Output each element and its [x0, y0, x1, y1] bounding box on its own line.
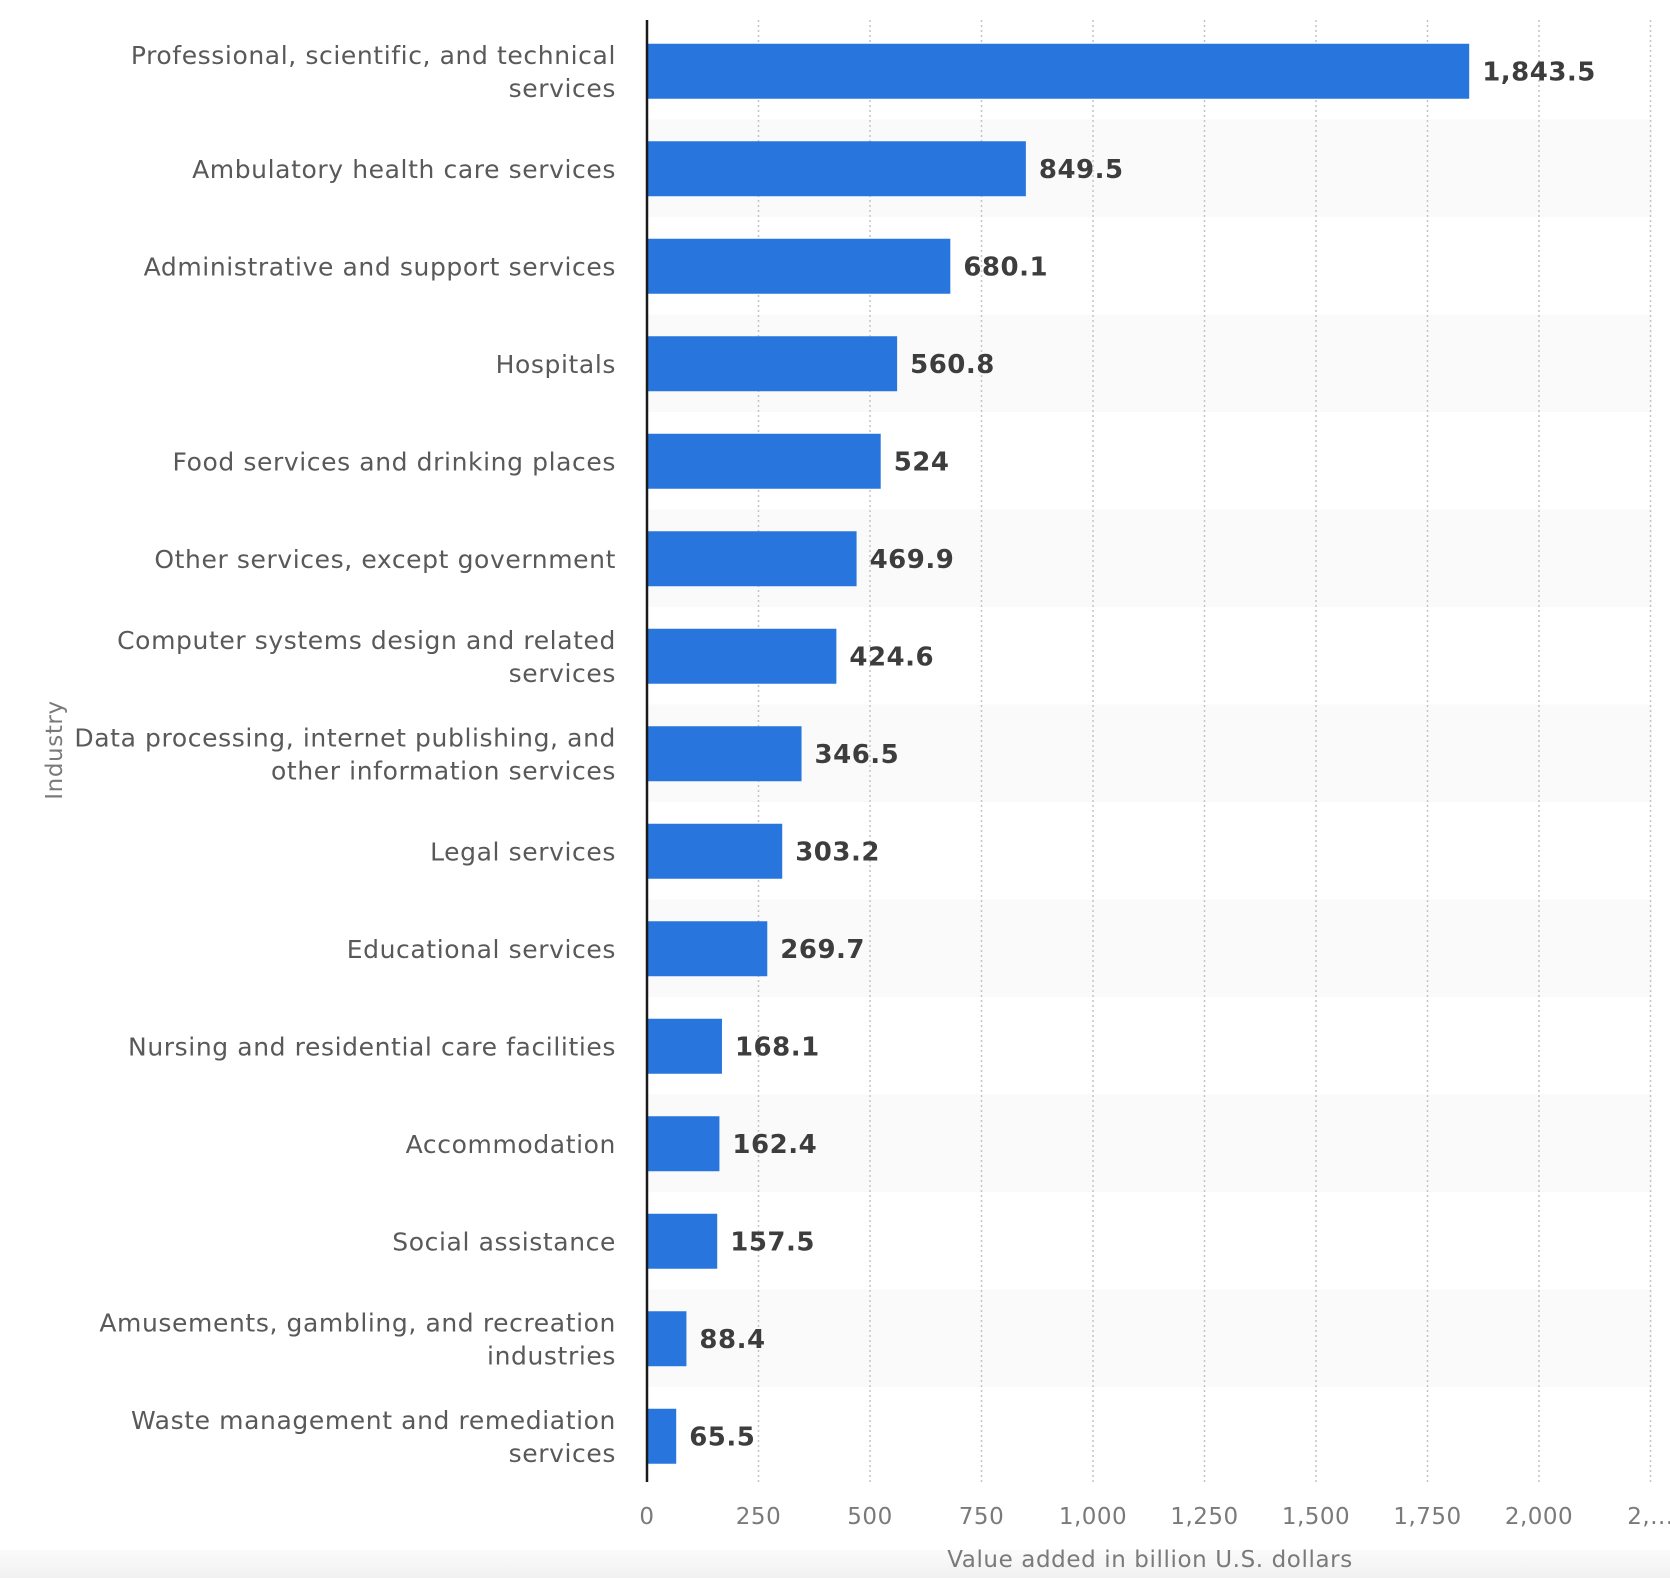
x-tick-label: 0: [639, 1504, 654, 1530]
data-label: 424.6: [849, 642, 934, 672]
row-band: [647, 1289, 1652, 1387]
data-label: 469.9: [870, 545, 955, 575]
row-bands: [647, 119, 1652, 1387]
category-label: Amusements, gambling, and recreation: [99, 1308, 616, 1337]
category-label: Waste management and remediation: [131, 1406, 616, 1435]
data-label: 849.5: [1039, 155, 1124, 185]
bar[interactable]: [647, 921, 768, 977]
category-label: Nursing and residential care facilities: [128, 1032, 616, 1061]
category-label: Accommodation: [406, 1130, 616, 1159]
data-label: 524: [894, 447, 950, 477]
bar[interactable]: [647, 628, 837, 684]
bar[interactable]: [647, 238, 951, 294]
data-label: 680.1: [963, 252, 1048, 282]
category-label: Other services, except government: [154, 545, 616, 574]
category-label: services: [509, 659, 616, 688]
data-label: 168.1: [735, 1032, 820, 1062]
bar[interactable]: [647, 43, 1470, 99]
category-label: Computer systems design and related: [117, 626, 616, 655]
data-label: 1,843.5: [1482, 57, 1596, 87]
category-labels: Professional, scientific, and technical s…: [74, 41, 616, 1468]
x-tick-labels: 0 250 500 750 1,000 1,250 1,500 1,750 2,000 2,...: [639, 1504, 1670, 1530]
category-label: other information services: [271, 756, 616, 785]
footer-fade: [0, 1550, 1670, 1578]
data-label: 303.2: [795, 837, 880, 867]
category-label: services: [509, 1439, 616, 1468]
data-label: 346.5: [815, 740, 900, 770]
bar[interactable]: [647, 1116, 720, 1172]
x-tick-label: 500: [847, 1504, 892, 1530]
bar[interactable]: [647, 531, 857, 587]
x-tick-label: 1,750: [1393, 1504, 1461, 1530]
category-label: Legal services: [430, 837, 616, 866]
category-label: Professional, scientific, and technical: [131, 41, 616, 70]
x-tick-label: 2,...: [1627, 1504, 1670, 1530]
bars: [647, 43, 1470, 1464]
x-tick-label: 1,250: [1170, 1504, 1238, 1530]
y-axis-title: Industry: [42, 700, 68, 799]
category-label: Hospitals: [496, 350, 616, 379]
x-axis-title: Value added in billion U.S. dollars: [947, 1547, 1353, 1573]
data-label: 162.4: [732, 1130, 817, 1160]
category-label: Educational services: [347, 935, 616, 964]
bar[interactable]: [647, 1213, 718, 1269]
row-band: [647, 899, 1652, 997]
category-label: Social assistance: [392, 1227, 616, 1256]
bar[interactable]: [647, 1311, 687, 1367]
data-label: 269.7: [780, 935, 865, 965]
bar[interactable]: [647, 1018, 722, 1074]
bar[interactable]: [647, 726, 802, 782]
x-tick-label: 1,500: [1282, 1504, 1350, 1530]
row-band: [647, 1094, 1652, 1192]
value-labels: 1,843.5 849.5 680.1 560.8 524 469.9 424.6 346.5…: [689, 57, 1596, 1452]
category-label: industries: [487, 1341, 616, 1370]
category-label: services: [509, 74, 616, 103]
category-label: Data processing, internet publishing, an…: [74, 723, 616, 752]
bar[interactable]: [647, 141, 1026, 197]
data-label: 560.8: [910, 350, 995, 380]
x-tick-label: 750: [959, 1504, 1004, 1530]
data-label: 88.4: [699, 1325, 765, 1355]
data-label: 65.5: [689, 1422, 755, 1452]
bar[interactable]: [647, 336, 898, 392]
data-label: 157.5: [730, 1227, 815, 1257]
x-tick-label: 2,000: [1505, 1504, 1573, 1530]
x-tick-label: 250: [736, 1504, 781, 1530]
category-label: Food services and drinking places: [172, 447, 616, 476]
category-label: Ambulatory health care services: [192, 155, 616, 184]
row-band: [647, 704, 1652, 802]
bar[interactable]: [647, 433, 881, 489]
bar[interactable]: [647, 823, 783, 879]
bar[interactable]: [647, 1408, 677, 1464]
x-tick-label: 1,000: [1059, 1504, 1127, 1530]
category-label: Administrative and support services: [144, 252, 616, 281]
